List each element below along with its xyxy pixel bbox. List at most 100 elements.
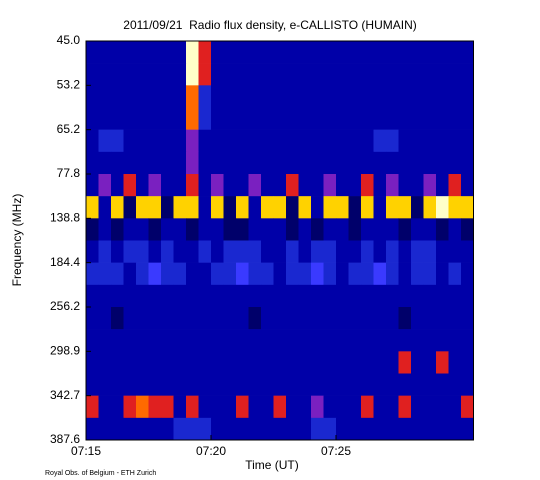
heat-cell bbox=[236, 417, 249, 441]
heat-cell bbox=[211, 307, 224, 330]
heat-cell bbox=[198, 240, 212, 263]
heat-cell bbox=[461, 240, 474, 263]
heat-cell bbox=[211, 107, 224, 130]
heat-cell bbox=[336, 107, 349, 130]
heat-cell bbox=[348, 395, 362, 419]
y-tick-label: 342.7 bbox=[50, 388, 80, 402]
heat-cell bbox=[311, 373, 324, 396]
heat-cell bbox=[86, 129, 99, 153]
heat-cell bbox=[236, 151, 249, 175]
heat-cell bbox=[223, 129, 237, 153]
heat-cell bbox=[248, 196, 262, 219]
heat-cell bbox=[461, 151, 474, 175]
heat-cell bbox=[261, 262, 274, 286]
heat-cell bbox=[436, 262, 449, 286]
heat-cell bbox=[323, 151, 337, 175]
heat-cell bbox=[398, 262, 412, 286]
heat-cell bbox=[361, 151, 374, 175]
heat-cell bbox=[386, 41, 399, 64]
heat-cell bbox=[86, 395, 99, 419]
heat-cell bbox=[148, 284, 162, 308]
heat-cell bbox=[323, 329, 337, 352]
heat-cell bbox=[286, 196, 299, 219]
heat-cell bbox=[173, 307, 187, 330]
heat-cell bbox=[98, 85, 112, 108]
heat-cell bbox=[123, 174, 137, 197]
heat-cell bbox=[123, 329, 137, 352]
heat-cell bbox=[186, 218, 199, 241]
heat-cell bbox=[461, 218, 474, 241]
heat-cell bbox=[373, 351, 387, 374]
heat-cell bbox=[361, 329, 374, 352]
heat-cell bbox=[123, 151, 137, 175]
heat-cell bbox=[436, 351, 449, 374]
heat-cell bbox=[398, 329, 412, 352]
heat-cell bbox=[198, 351, 212, 374]
heat-cell bbox=[211, 395, 224, 419]
heat-cell bbox=[111, 196, 124, 219]
heat-cell bbox=[336, 41, 349, 64]
heat-cell bbox=[448, 196, 462, 219]
heat-cell bbox=[361, 174, 374, 197]
heat-cell bbox=[123, 196, 137, 219]
heat-cell bbox=[186, 395, 199, 419]
heat-cell bbox=[461, 373, 474, 396]
heat-cell bbox=[123, 284, 137, 308]
heat-cell bbox=[336, 63, 349, 86]
heat-cell bbox=[236, 395, 249, 419]
heat-cell bbox=[136, 174, 149, 197]
heat-cell bbox=[373, 218, 387, 241]
heat-cell bbox=[448, 218, 462, 241]
heat-cell bbox=[273, 174, 287, 197]
heat-cell bbox=[286, 329, 299, 352]
heat-cell bbox=[98, 351, 112, 374]
heat-cell bbox=[273, 307, 287, 330]
heat-cell bbox=[286, 218, 299, 241]
heat-cell bbox=[173, 129, 187, 153]
heat-cell bbox=[423, 107, 437, 130]
heat-cell bbox=[323, 107, 337, 130]
heat-cell bbox=[161, 240, 174, 263]
heat-cell bbox=[423, 284, 437, 308]
heat-cell bbox=[448, 395, 462, 419]
heat-cell bbox=[448, 151, 462, 175]
heat-cell bbox=[298, 307, 312, 330]
heat-cell bbox=[448, 284, 462, 308]
heat-cell bbox=[386, 196, 399, 219]
heat-cell bbox=[336, 307, 349, 330]
heat-cell bbox=[448, 129, 462, 153]
heat-cell bbox=[411, 129, 424, 153]
heat-cell bbox=[223, 307, 237, 330]
heat-cell bbox=[436, 329, 449, 352]
heat-cell bbox=[86, 196, 99, 219]
heat-cell bbox=[298, 395, 312, 419]
heat-cell bbox=[323, 262, 337, 286]
heat-cell bbox=[186, 85, 199, 108]
heat-cell bbox=[323, 284, 337, 308]
heat-cell bbox=[436, 174, 449, 197]
heat-cell bbox=[248, 129, 262, 153]
x-axis-label: Time (UT) bbox=[245, 458, 299, 472]
heat-cell bbox=[273, 395, 287, 419]
heat-cell bbox=[261, 284, 274, 308]
heat-cell bbox=[361, 107, 374, 130]
heat-cell bbox=[161, 151, 174, 175]
heat-cell bbox=[286, 63, 299, 86]
heat-cell bbox=[336, 240, 349, 263]
heat-cell bbox=[448, 417, 462, 441]
heat-cell bbox=[273, 329, 287, 352]
heat-cell bbox=[273, 373, 287, 396]
heat-cell bbox=[411, 41, 424, 64]
heat-cell bbox=[111, 129, 124, 153]
heat-cell bbox=[86, 417, 99, 441]
heat-cell bbox=[448, 240, 462, 263]
heat-cell bbox=[286, 284, 299, 308]
heat-cell bbox=[136, 262, 149, 286]
heat-cell bbox=[261, 329, 274, 352]
heat-cell bbox=[348, 284, 362, 308]
heat-cell bbox=[86, 107, 99, 130]
heat-cell bbox=[148, 307, 162, 330]
heat-cell bbox=[461, 85, 474, 108]
heat-cell bbox=[161, 85, 174, 108]
